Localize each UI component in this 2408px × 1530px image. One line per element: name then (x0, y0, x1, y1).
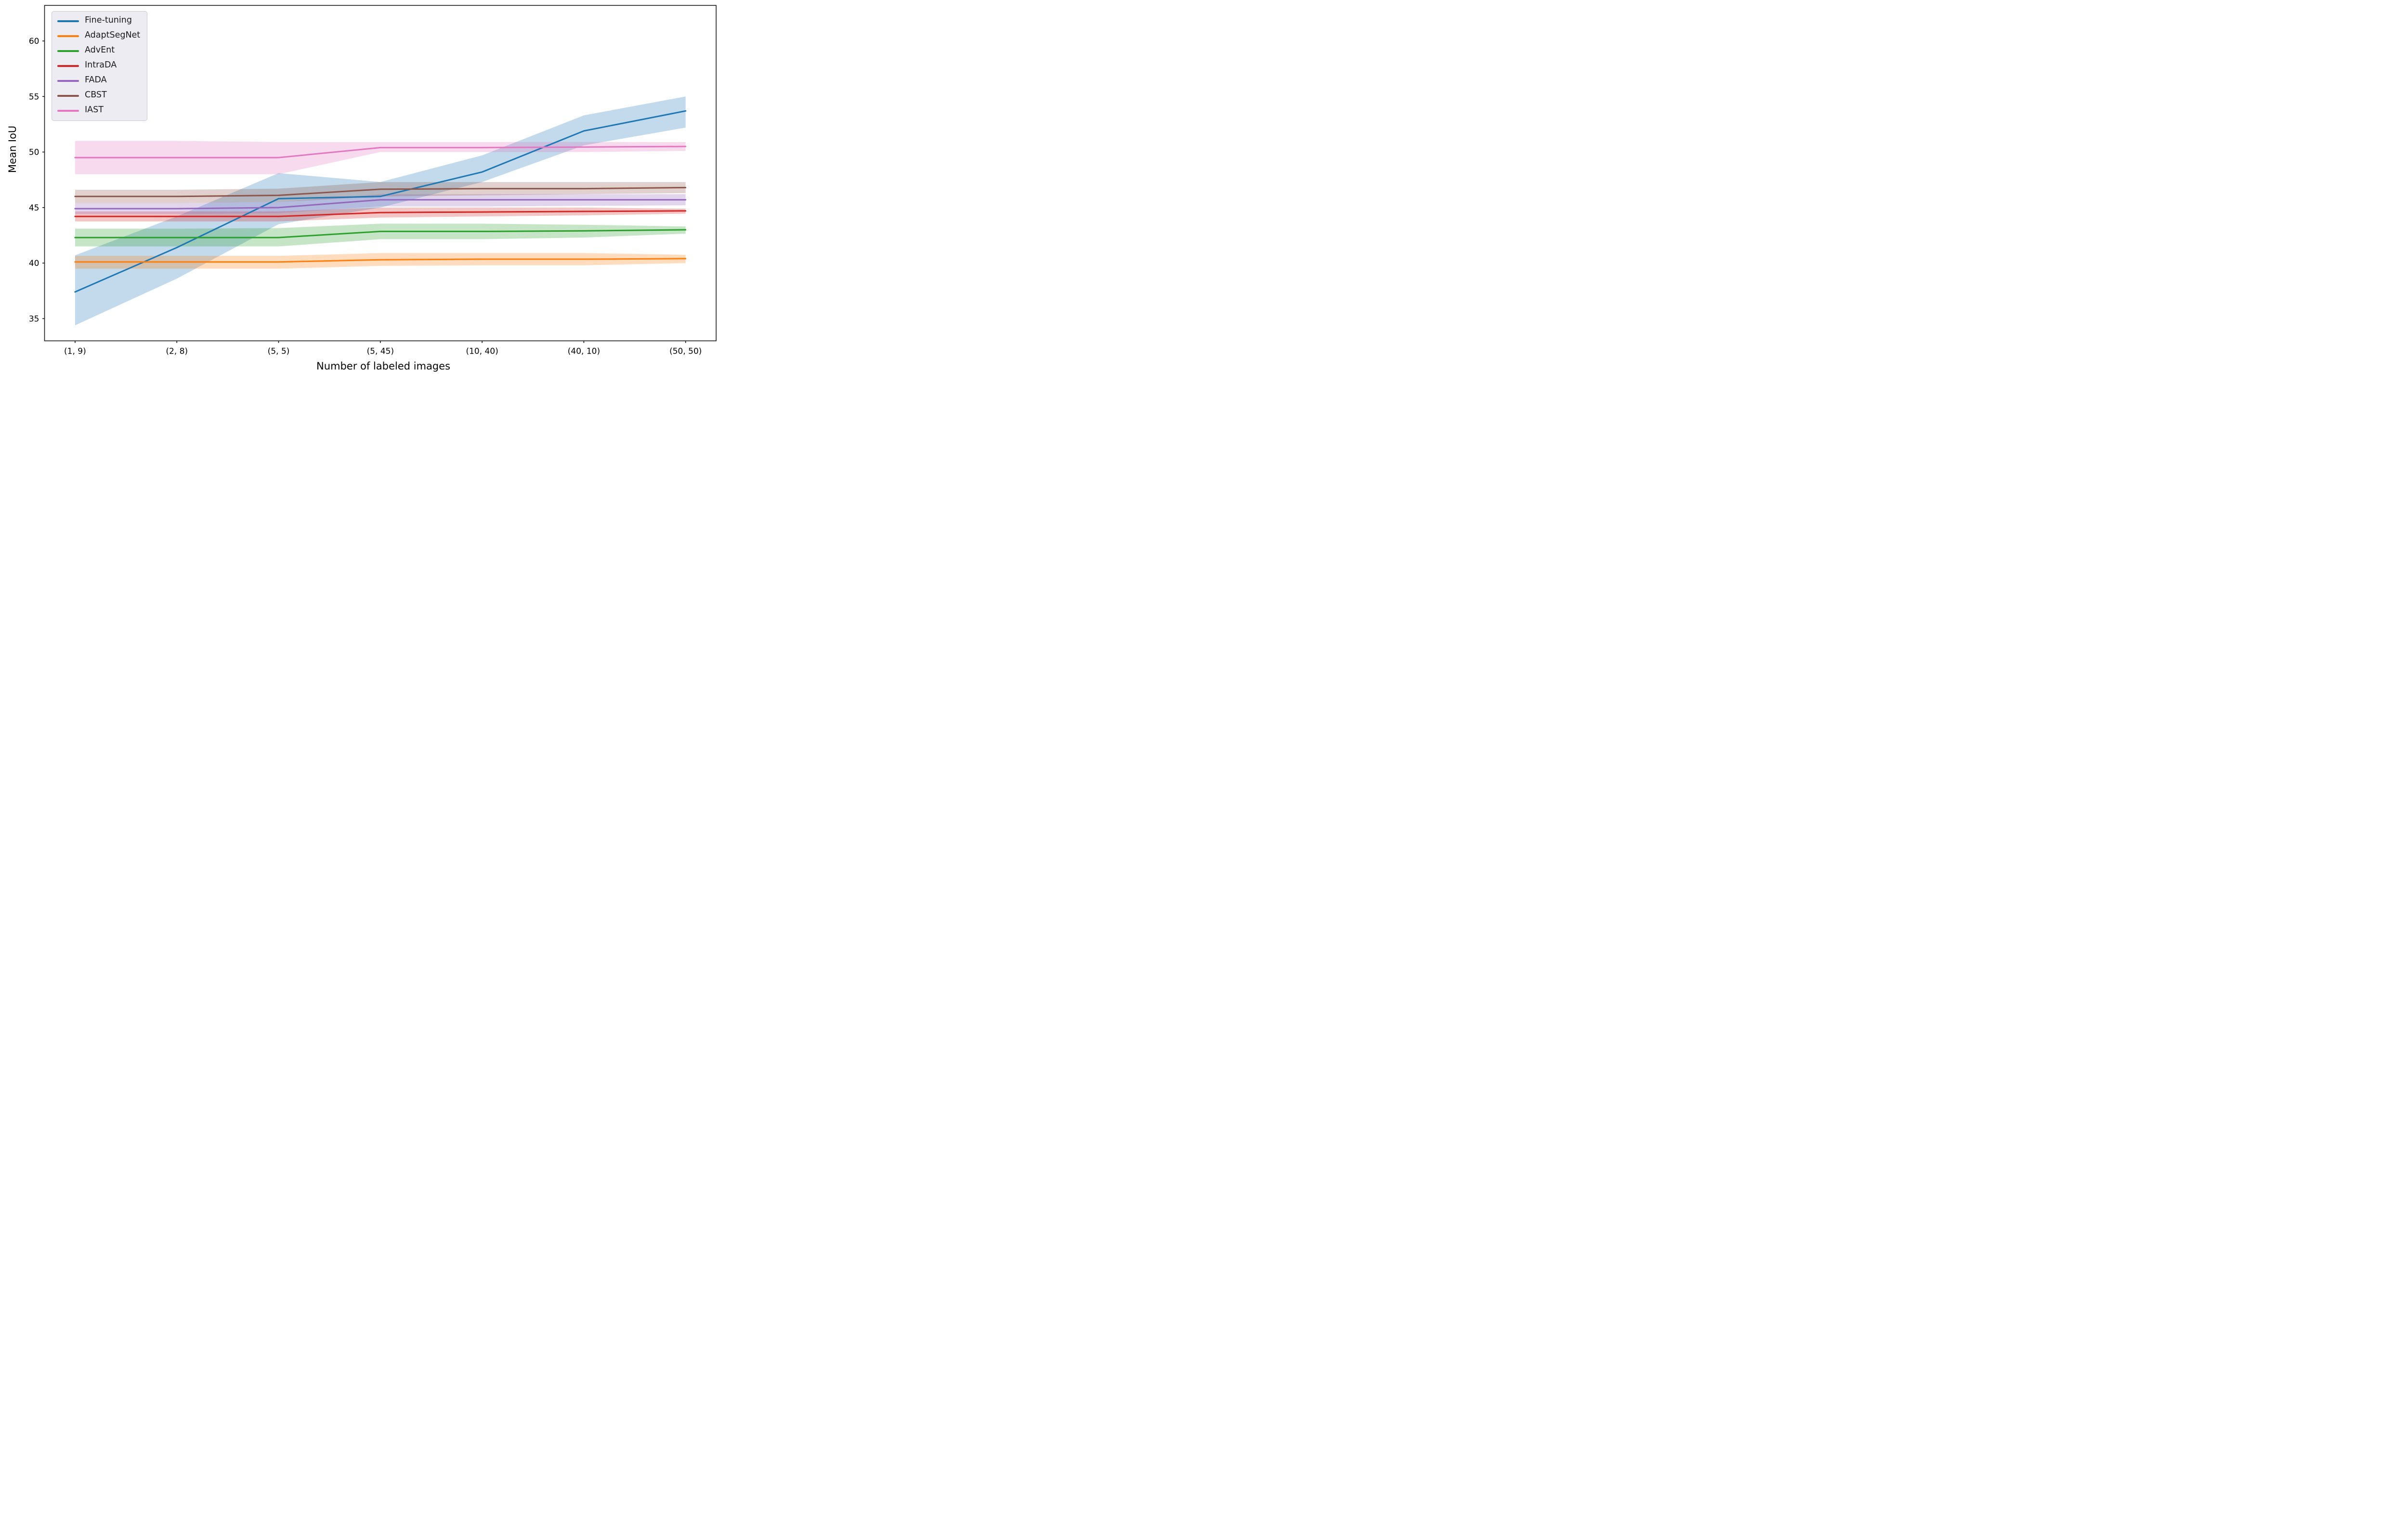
series-line-advent (74, 229, 687, 238)
y-tick-label: 45 (29, 203, 39, 213)
legend-line-sample (57, 20, 79, 22)
y-tick-label: 60 (29, 37, 39, 46)
legend: Fine-tuning AdaptSegNet AdvEnt IntraDA FADA C… (52, 11, 148, 121)
legend-item-label: CBST (85, 90, 107, 100)
chart-canvas: 35 40 45 50 55 60 (1, 9) (2, 8) (5, 5) (5, 45) (10… (29, 5, 717, 356)
legend-item-cbst: CBST (57, 91, 140, 101)
legend-line-sample (57, 50, 79, 52)
legend-item-label: AdvEnt (85, 45, 115, 55)
confidence-band-fine-tuning (75, 96, 686, 326)
x-tick-label: (5, 45) (366, 347, 394, 356)
x-tick-label: (40, 10) (568, 347, 600, 356)
series-line-fine-tuning (74, 110, 687, 293)
y-tick-label: 50 (29, 148, 39, 158)
legend-item-fine-tuning: Fine-tuning (57, 16, 140, 26)
confidence-band-advent (75, 224, 686, 247)
figure: 35 40 45 50 55 60 (1, 9) (2, 8) (5, 5) (5, 45) (10… (0, 0, 723, 382)
y-tick-label: 35 (29, 314, 39, 324)
legend-line-sample (57, 95, 79, 97)
series-line-fada (74, 199, 687, 210)
legend-item-adaptsegnet: AdaptSegNet (57, 31, 140, 41)
x-tick-label: (10, 40) (466, 347, 498, 356)
legend-line-sample (57, 65, 79, 67)
legend-item-label: AdaptSegNet (85, 30, 141, 40)
series-line-adaptsegnet (74, 258, 687, 263)
confidence-band-adaptsegnet (75, 253, 686, 269)
series-line-cbst (74, 186, 687, 198)
y-tick-label: 55 (29, 92, 39, 102)
series-line-intrada (74, 210, 687, 217)
x-tick-label: (2, 8) (166, 347, 188, 356)
legend-item-label: IntraDA (85, 60, 117, 70)
legend-item-label: IAST (85, 105, 104, 115)
legend-line-sample (57, 110, 79, 112)
legend-item-fada: FADA (57, 76, 140, 86)
legend-item-label: Fine-tuning (85, 15, 132, 26)
series-line-iast (74, 145, 687, 158)
legend-line-sample (57, 35, 79, 37)
legend-item-intrada: IntraDA (57, 61, 140, 71)
confidence-band-iast (75, 141, 686, 174)
legend-item-advent: AdvEnt (57, 46, 140, 56)
x-axis-label: Number of labeled images (316, 360, 450, 372)
legend-item-iast: IAST (57, 106, 140, 116)
x-tick-label: (1, 9) (64, 347, 86, 356)
legend-line-sample (57, 80, 79, 82)
x-tick-label: (50, 50) (669, 347, 702, 356)
confidence-band-cbst (75, 182, 686, 203)
y-tick-label: 40 (29, 259, 39, 268)
y-axis-label: Mean IoU (7, 125, 18, 173)
x-tick-label: (5, 5) (268, 347, 290, 356)
legend-item-label: FADA (85, 75, 107, 85)
